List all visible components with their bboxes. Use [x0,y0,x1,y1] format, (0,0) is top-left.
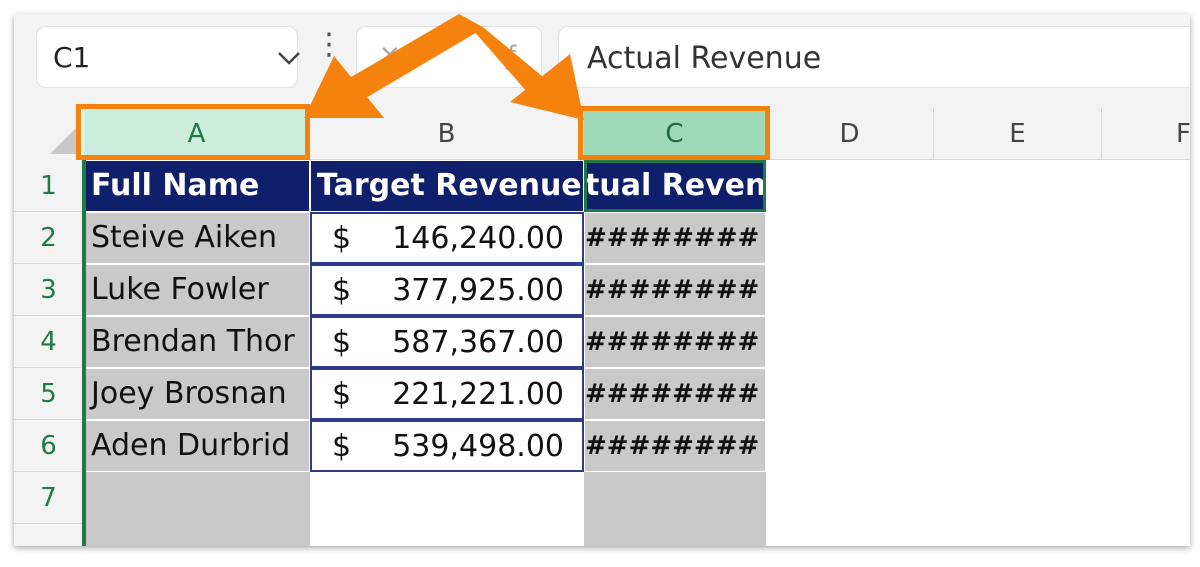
cell-b4[interactable]: $ 587,367.00 [310,316,584,368]
currency-symbol: $ [332,429,352,464]
cell-c6[interactable]: ######## [584,420,766,472]
cell-b6[interactable]: $ 539,498.00 [310,420,584,472]
cell-b1[interactable]: Target Revenue [310,160,584,212]
cell-a4[interactable]: Brendan Thor [84,316,310,368]
cell-b2[interactable]: $ 146,240.00 [310,212,584,264]
cell-a6[interactable]: Aden Durbrid [84,420,310,472]
name-box[interactable]: C1 [36,26,301,88]
amount: 539,498.00 [392,429,564,464]
currency-symbol: $ [332,325,352,360]
select-all-triangle-icon [50,128,76,154]
row-header-6[interactable]: 6 [14,420,84,472]
cell-c3[interactable]: ######## [584,264,766,316]
formula-bar[interactable]: Actual Revenue [558,26,1190,88]
swap-arrow-icon [304,14,584,120]
column-a-selection-border [82,160,86,546]
row-header-1[interactable]: 1 [14,160,84,212]
cell-c7[interactable] [584,472,766,546]
amount: 377,925.00 [392,273,564,308]
amount: 221,221.00 [392,377,564,412]
cell-a2[interactable]: Steive Aiken [84,212,310,264]
cell-b3[interactable]: $ 377,925.00 [310,264,584,316]
cell-c2[interactable]: ######## [584,212,766,264]
cell-a5[interactable]: Joey Brosnan [84,368,310,420]
amount: 587,367.00 [392,325,564,360]
row-header-3[interactable]: 3 [14,264,84,316]
cell-b5[interactable]: $ 221,221.00 [310,368,584,420]
row-header-4[interactable]: 4 [14,316,84,368]
row-header-5[interactable]: 5 [14,368,84,420]
cell-c5[interactable]: ######## [584,368,766,420]
amount: 146,240.00 [392,221,564,256]
column-header-d[interactable]: D [766,108,934,160]
chevron-down-icon[interactable] [277,51,301,65]
cell-a7[interactable] [84,472,310,546]
column-header-c[interactable]: C [584,108,766,160]
currency-symbol: $ [332,221,352,256]
currency-symbol: $ [332,377,352,412]
row-header-2[interactable]: 2 [14,212,84,264]
excel-window: C1 ⋮ ✕ ƒ Actual Revenue A B C D E F 1 2 … [14,14,1190,546]
currency-symbol: $ [332,273,352,308]
name-box-value: C1 [53,41,91,74]
column-header-f[interactable]: F [1102,108,1190,160]
column-header-e[interactable]: E [934,108,1102,160]
select-all-corner[interactable] [14,108,84,160]
row-header-7[interactable]: 7 [14,472,84,524]
worksheet-grid: A B C D E F 1 2 3 4 5 6 7 Full Name Targ… [14,104,1190,546]
cell-a1[interactable]: Full Name [84,160,310,212]
cell-a3[interactable]: Luke Fowler [84,264,310,316]
cell-c4[interactable]: ######## [584,316,766,368]
formula-bar-value: Actual Revenue [587,41,822,76]
